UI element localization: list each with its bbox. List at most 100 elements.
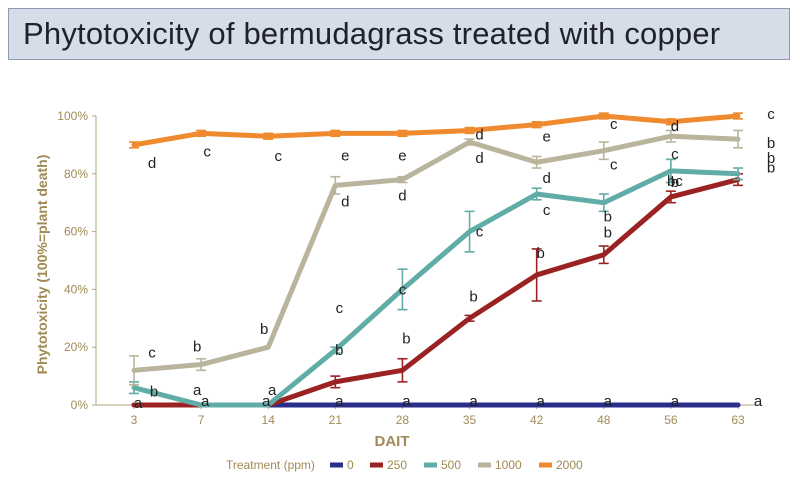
data-point <box>266 345 270 349</box>
title-bar: Phytotoxicity of bermudagrass treated wi… <box>8 8 790 60</box>
chart-marks <box>129 112 743 408</box>
x-tick-label: 56 <box>664 413 678 427</box>
series-line-2000 <box>131 113 741 148</box>
significance-letter: c <box>148 344 156 361</box>
significance-letter: b <box>604 225 612 242</box>
data-point <box>333 183 337 187</box>
significance-letter: d <box>475 150 483 167</box>
data-point <box>602 201 606 205</box>
data-point <box>266 134 270 138</box>
significance-letter: b <box>536 245 544 262</box>
significance-letter: a <box>134 395 143 412</box>
significance-letter: b <box>335 342 343 359</box>
significance-letter: a <box>754 393 763 410</box>
x-tick-label: 28 <box>396 413 410 427</box>
x-tick-label: 63 <box>731 413 745 427</box>
data-point <box>266 403 270 407</box>
y-tick-label: 60% <box>64 225 88 239</box>
series-500 <box>129 158 743 408</box>
data-point <box>132 386 136 390</box>
data-point <box>602 403 606 407</box>
data-point <box>400 403 404 407</box>
significance-letter: e <box>398 147 406 164</box>
y-tick-label: 80% <box>64 167 88 181</box>
significance-letter: d <box>542 170 550 187</box>
data-point <box>535 123 539 127</box>
data-point <box>736 403 740 407</box>
data-point <box>468 230 472 234</box>
significance-letter: e <box>341 147 349 164</box>
data-point <box>333 131 337 135</box>
x-tick-label: 42 <box>530 413 544 427</box>
significance-letter: d <box>671 118 679 135</box>
data-point <box>535 273 539 277</box>
data-point <box>400 287 404 291</box>
significance-letter: c <box>274 148 282 165</box>
significance-letter: c <box>476 224 484 241</box>
data-point <box>468 403 472 407</box>
x-tick-label: 14 <box>262 413 276 427</box>
data-point <box>333 403 337 407</box>
data-point <box>132 403 136 407</box>
significance-letter: d <box>475 126 483 143</box>
data-point <box>132 368 136 372</box>
x-tick-label: 3 <box>131 413 138 427</box>
significance-letter: b <box>193 339 201 356</box>
x-tick-label: 7 <box>198 413 205 427</box>
legend-label-250: 250 <box>387 458 407 472</box>
significance-letter: c <box>767 106 775 123</box>
legend-label-500: 500 <box>441 458 461 472</box>
data-point <box>669 134 673 138</box>
significance-letter: b <box>402 330 410 347</box>
data-point <box>333 380 337 384</box>
significance-letter: b <box>767 135 775 152</box>
significance-letter: b <box>150 384 158 401</box>
data-point <box>400 178 404 182</box>
data-point <box>535 192 539 196</box>
significance-letter: b <box>767 150 775 167</box>
series-1000 <box>129 129 743 386</box>
significance-letter: b <box>604 209 612 226</box>
significance-letter: a <box>536 393 545 410</box>
significance-letter: a <box>201 393 210 410</box>
data-point <box>400 368 404 372</box>
legend-label-1000: 1000 <box>495 458 522 472</box>
data-point <box>669 169 673 173</box>
significance-letter: b <box>671 174 679 191</box>
significance-letter: a <box>193 382 202 399</box>
data-point <box>199 403 203 407</box>
significance-letter: c <box>399 281 407 298</box>
significance-letter: d <box>398 188 406 205</box>
axes: 0% 20% 40% 60% 80% 100% 3 7 14 21 28 35 42 48 56 63 DAIT… <box>34 109 760 450</box>
significance-letter: a <box>268 382 277 399</box>
data-point <box>535 160 539 164</box>
data-point <box>468 140 472 144</box>
series-250 <box>131 173 743 408</box>
significance-letter: a <box>402 393 411 410</box>
significance-letter: b <box>260 321 268 338</box>
x-tick-label: 21 <box>329 413 343 427</box>
data-point <box>669 403 673 407</box>
chart-title: Phytotoxicity of bermudagrass treated wi… <box>23 16 721 51</box>
data-point <box>199 131 203 135</box>
significance-letter: d <box>341 193 349 210</box>
x-tick-label: 48 <box>597 413 611 427</box>
significance-letter: bc <box>667 173 683 190</box>
significance-letter: c <box>203 143 211 160</box>
y-axis-title: Phytotoxicity (100%=plant death) <box>34 155 50 375</box>
data-point <box>535 403 539 407</box>
series-line-1000 <box>131 133 741 373</box>
data-point <box>669 120 673 124</box>
significance-letter: a <box>469 393 478 410</box>
significance-letter: a <box>335 393 344 410</box>
legend-title: Treatment (ppm) <box>226 458 315 472</box>
significance-letter: e <box>542 129 550 146</box>
significance-letter: c <box>336 300 344 317</box>
significance-letter: c <box>610 157 618 174</box>
data-point <box>736 172 740 176</box>
significance-letter: c <box>671 146 679 163</box>
legend-label-2000: 2000 <box>556 458 583 472</box>
data-point <box>468 316 472 320</box>
series-2000 <box>129 112 743 149</box>
